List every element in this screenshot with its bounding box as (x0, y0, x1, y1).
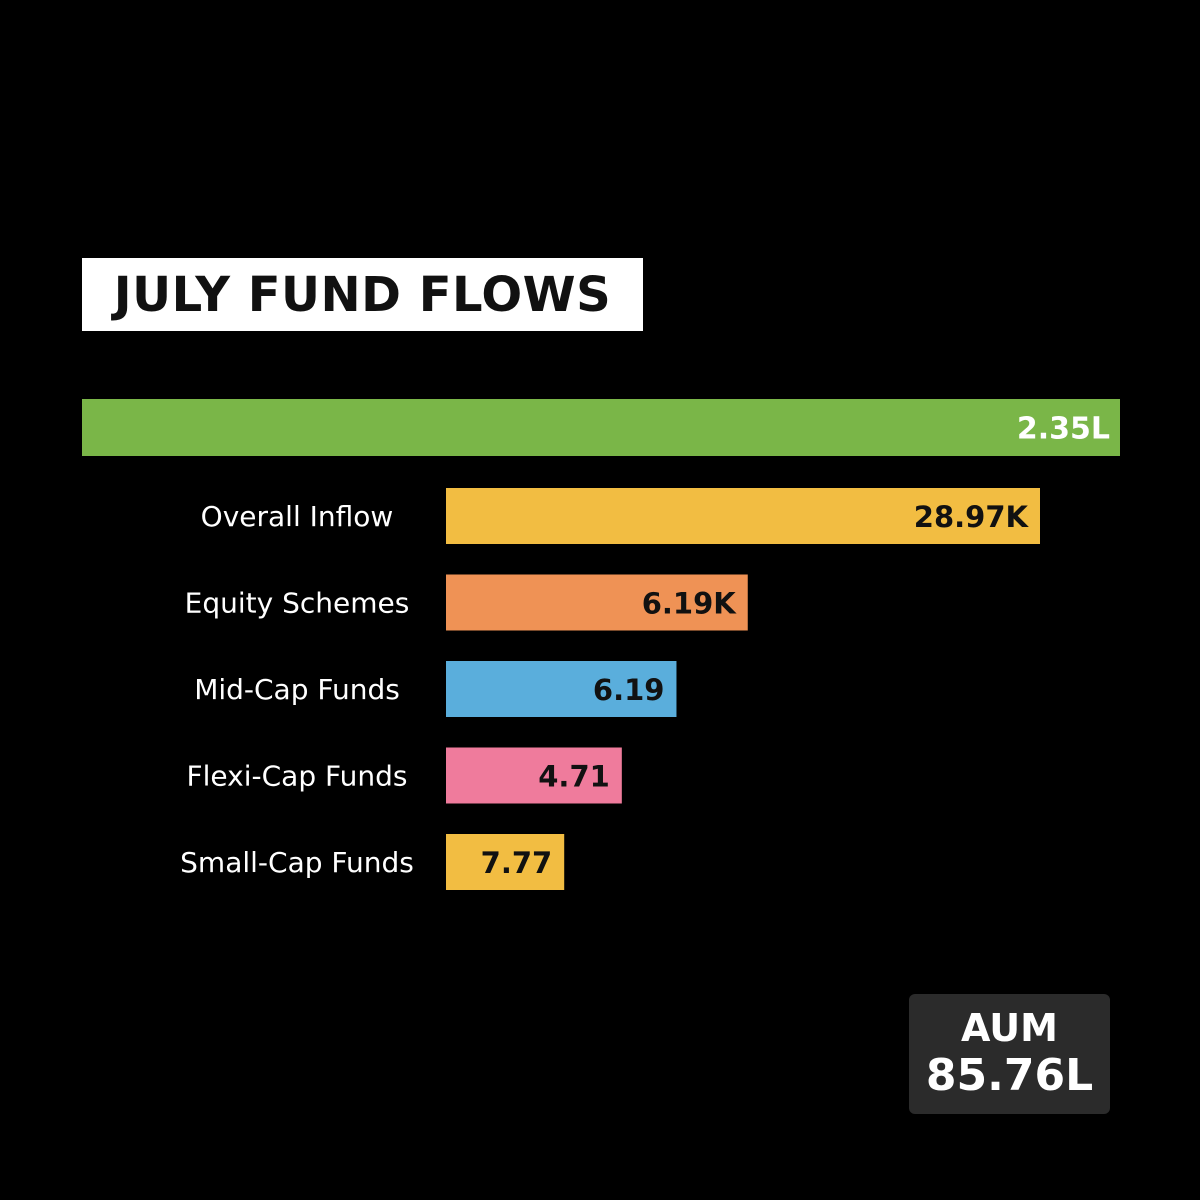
category-label-4: Flexi-Cap Funds (187, 760, 408, 793)
aum-value: 85.76L (925, 1050, 1094, 1101)
bar-3 (446, 661, 677, 717)
aum-box: AUM 85.76L (909, 994, 1110, 1114)
category-label-2: Equity Schemes (185, 587, 410, 620)
category-label-1: Overall Inflow (201, 500, 394, 533)
bar-5 (446, 834, 565, 890)
bar-2 (446, 574, 748, 631)
bar-4 (446, 747, 622, 804)
bar-1 (446, 488, 1040, 544)
aum-label: AUM (961, 1006, 1058, 1050)
bar-value-label-3: 6.19 (593, 673, 665, 707)
category-label-3: Mid-Cap Funds (194, 673, 400, 706)
bar-value-label-1: 28.97K (914, 500, 1030, 534)
chart-title-box: JULY FUND FLOWS (82, 258, 643, 331)
total-bar-value-label: 2.35L (1017, 412, 1110, 447)
total-bar (82, 399, 1120, 456)
bar-value-label-2: 6.19K (642, 587, 738, 621)
category-label-5: Small-Cap Funds (180, 846, 414, 879)
chart-title: JULY FUND FLOWS (113, 266, 612, 323)
bar-value-label-5: 7.77 (481, 846, 553, 880)
bar-value-label-4: 4.71 (538, 760, 610, 794)
